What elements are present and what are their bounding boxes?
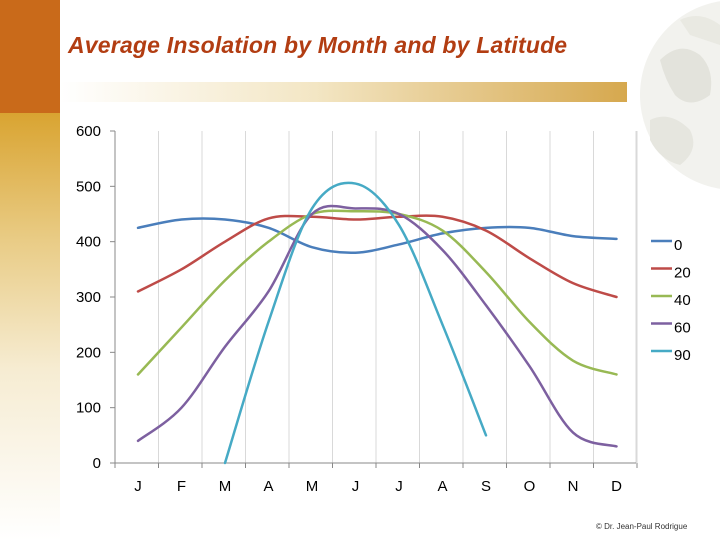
y-tick-label: 300	[76, 289, 101, 306]
left-accent-bar-bottom	[0, 113, 60, 540]
series-line-lat-60	[136, 204, 618, 448]
y-tick-label: 200	[76, 344, 101, 361]
title-underline-band	[60, 82, 627, 102]
legend-label-40: 40	[674, 292, 691, 309]
x-tick-label: J	[134, 478, 142, 495]
left-accent-bar-top	[0, 0, 60, 113]
series-line-lat-0	[136, 217, 618, 255]
x-tick-label: J	[395, 478, 403, 495]
y-tick-label: 500	[76, 178, 101, 195]
x-tick-label: M	[219, 478, 232, 495]
series-line-lat-40	[136, 209, 618, 376]
y-tick-label: 400	[76, 234, 101, 251]
globe-watermark-icon	[640, 1, 720, 189]
legend-label-0: 0	[674, 237, 682, 254]
x-tick-label: O	[524, 478, 536, 495]
series-line-lat-20	[136, 214, 618, 299]
x-tick-label: A	[263, 478, 273, 495]
x-tick-label: A	[437, 478, 447, 495]
y-tick-label: 0	[93, 455, 101, 472]
x-tick-label: F	[177, 478, 186, 495]
x-tick-label: M	[306, 478, 319, 495]
legend-label-60: 60	[674, 320, 691, 337]
x-tick-label: J	[352, 478, 360, 495]
x-tick-label: S	[481, 478, 491, 495]
credit-text: © Dr. Jean-Paul Rodrigue	[596, 522, 688, 531]
y-tick-label: 100	[76, 400, 101, 417]
y-tick-label: 600	[76, 123, 101, 140]
slide-title: Average Insolation by Month and by Latit…	[68, 32, 568, 58]
series-line-lat-90	[223, 181, 488, 465]
x-tick-label: N	[568, 478, 579, 495]
legend-label-90: 90	[674, 347, 691, 364]
legend-label-20: 20	[674, 265, 691, 282]
x-tick-label: D	[611, 478, 622, 495]
